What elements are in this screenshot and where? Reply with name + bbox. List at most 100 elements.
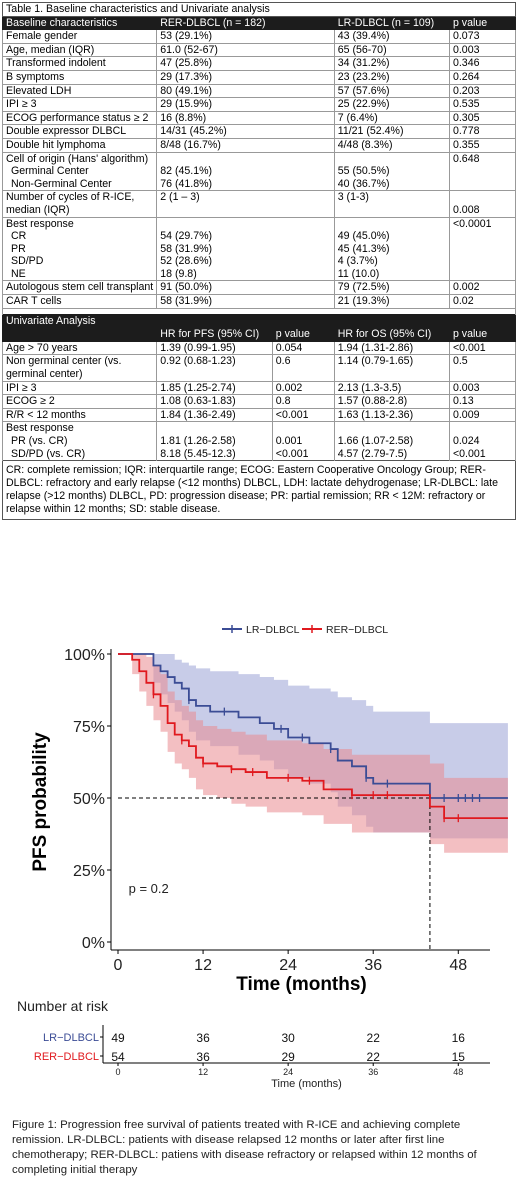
table-cell: 0.024 [448, 435, 517, 448]
table-cell: Autologous stem cell transplant [1, 280, 158, 296]
table-cell: Non germinal center (vs. germinal center… [1, 354, 158, 382]
table-cell: 29 (15.9%) [156, 97, 335, 112]
table-cell: Transformed indolent [1, 56, 158, 71]
table-title: Table 1. Baseline characteristics and Un… [2, 2, 516, 17]
table-row: Transformed indolent 47 (25.8%) 34 (31.2%)… [1, 56, 517, 71]
risk-count: 22 [367, 1031, 381, 1045]
table-cell: 0.5 [448, 354, 517, 382]
table-cell: HR for PFS (95% CI) [156, 327, 273, 342]
table-row: IPI ≥ 3 1.85 (1.25-2.74) 0.002 2.13 (1.3-3.… [1, 380, 517, 396]
table-cell: 0.203 [448, 83, 517, 99]
table-cell: 47 (25.8%) [156, 56, 335, 71]
table-row: Non-Germinal Center 76 (41.8%) 40 (36.7%) [1, 177, 517, 191]
table-cell: PR [1, 242, 158, 256]
table-cell: 4/48 (8.3%) [333, 137, 450, 153]
y-axis-title: PFS probability [30, 732, 51, 872]
y-tick-label: 25% [73, 863, 105, 880]
table-cell: 0.13 [448, 394, 517, 409]
table-row: CAR T cells 58 (31.9%) 21 (19.3%) 0.02 [1, 294, 517, 309]
x-tick-label: 12 [194, 957, 212, 974]
table-row: IPI ≥ 3 29 (15.9%) 25 (22.9%) 0.535 [1, 97, 517, 112]
table-cell: Double expressor DLBCL [1, 124, 158, 139]
table-cell: 1.39 (0.99-1.95) [156, 340, 273, 356]
table-cell: Non-Germinal Center [1, 177, 158, 191]
table-cell: RER-DLBCL (n = 182) [156, 15, 335, 31]
table-cell: 0.8 [271, 394, 335, 409]
table-cell: 55 (50.5%) [333, 165, 450, 178]
risk-row-label: RER−DLBCL [34, 1051, 99, 1063]
table-cell: 0.02 [448, 294, 517, 309]
table-cell: 29 (17.3%) [156, 69, 335, 85]
table-row: Elevated LDH 80 (49.1%) 57 (57.6%) 0.203 [1, 83, 517, 99]
table-cell: 16 (8.8%) [156, 110, 335, 126]
risk-count: 36 [196, 1031, 210, 1045]
table-cell: Age > 70 years [1, 340, 158, 356]
table-cell: SD/PD [1, 255, 158, 268]
table-cell: 2.13 (1.3-3.5) [333, 380, 450, 396]
table-cell: 0.009 [448, 407, 517, 423]
table-cell: 80 (49.1%) [156, 83, 335, 99]
risk-count: 30 [281, 1031, 295, 1045]
table-cell: 0.346 [448, 56, 517, 71]
table-cell: 25 (22.9%) [333, 97, 450, 112]
risk-count: 36 [196, 1050, 210, 1064]
table-cell: 0.054 [271, 340, 335, 356]
risk-table-title: Number at risk [17, 998, 109, 1014]
table-cell [448, 242, 517, 256]
table-cell: Best response [1, 217, 158, 231]
table-cell: 0.535 [448, 97, 517, 112]
table-row: CR 54 (29.7%) 49 (45.0%) [1, 230, 517, 243]
table-cell: Cell of origin (Hans' algorithm) [1, 152, 158, 166]
table-row: PR (vs. CR) 1.81 (1.26-2.58) 0.001 1.66 (1.… [1, 435, 517, 448]
table-cell: Double hit lymphoma [1, 137, 158, 153]
table-cell: 1.85 (1.25-2.74) [156, 380, 273, 396]
table-cell: <0.001 [448, 447, 517, 461]
table-cell: CR: complete remission; IQR: interquarti… [2, 460, 516, 521]
table-cell: 11/21 (52.4%) [333, 124, 450, 139]
km-figure: LR−DLBCL RER−DLBCL 0% 25% 50% 75% 100% 0 12 24 36 4… [17, 624, 508, 1090]
table-cell [448, 230, 517, 243]
table-cell [448, 177, 517, 191]
table-row: Best response <0.0001 [1, 217, 517, 231]
table-cell: 8/48 (16.7%) [156, 137, 335, 153]
table-row: SD/PD 52 (28.6%) 4 (3.7%) [1, 255, 517, 268]
table-cell [333, 421, 450, 435]
table-cell: Female gender [1, 29, 158, 44]
table-cell: 0.778 [448, 124, 517, 139]
table-row: R/R < 12 months 1.84 (1.36-2.49) <0.001 1.6… [1, 407, 517, 423]
table-cell: 23 (23.2%) [333, 69, 450, 85]
table-cell: 58 (31.9%) [156, 294, 335, 309]
table-cell: ECOG performance status ≥ 2 [1, 110, 158, 126]
table-cell: HR for OS (95% CI) [333, 327, 450, 342]
table-cell: <0.001 [448, 340, 517, 356]
table-cell: <0.001 [271, 407, 335, 423]
table-cell: Best response [1, 421, 158, 435]
table-cell: Table 1. Baseline characteristics and Un… [2, 2, 516, 17]
risk-count: 49 [111, 1031, 125, 1045]
x-tick-label: 24 [279, 957, 297, 974]
x-tick-label: 36 [364, 957, 382, 974]
table-cell: 7 (6.4%) [333, 110, 450, 126]
table-cell: 45 (41.3%) [333, 242, 450, 256]
table-cell: 0.648 [448, 152, 517, 166]
table-row: SD/PD (vs. CR) 8.18 (5.45-12.3) <0.001 4.57… [1, 447, 517, 461]
table-cell: Univariate Analysis [2, 313, 516, 329]
table-cell: 18 (9.8) [156, 267, 335, 281]
y-tick-label: 75% [73, 719, 105, 736]
table-cell: LR-DLBCL (n = 109) [333, 15, 450, 31]
table-cell: 4 (3.7%) [333, 255, 450, 268]
risk-count: 16 [452, 1031, 466, 1045]
table-row: Age > 70 years 1.39 (0.99-1.95) 0.054 1.94 … [1, 340, 517, 356]
table-gap [2, 307, 516, 315]
y-tick-label: 100% [64, 647, 105, 664]
table-cell: 1.57 (0.88-2.8) [333, 394, 450, 409]
table-cell: CAR T cells [1, 294, 158, 309]
risk-x-tick-label: 12 [198, 1067, 208, 1077]
figure-caption: Figure 1: Progression free survival of p… [12, 1119, 477, 1176]
table-cell: 1.94 (1.31-2.86) [333, 340, 450, 356]
table-cell: 43 (39.4%) [333, 29, 450, 44]
table-row: Best response [1, 421, 517, 435]
table-cell [156, 421, 273, 435]
table-cell: <0.001 [271, 447, 335, 461]
risk-count: 15 [452, 1050, 466, 1064]
